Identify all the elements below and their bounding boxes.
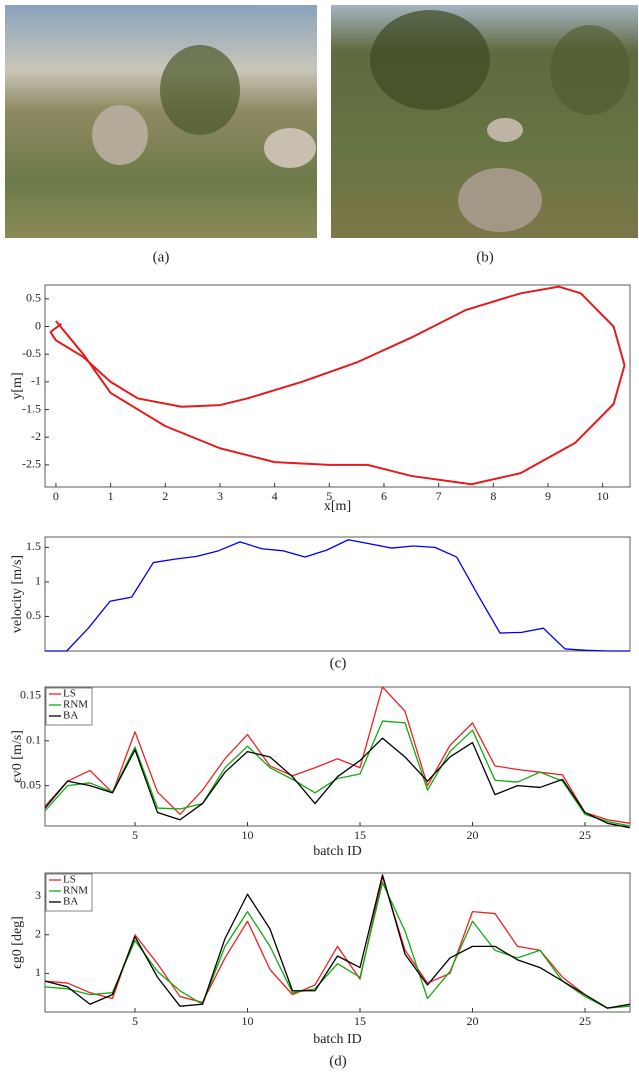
x-tick-label: 10 <box>597 489 609 503</box>
x-tick-label: 8 <box>490 489 496 503</box>
y-tick-label: 0.5 <box>26 291 41 305</box>
x-tick-label: 7 <box>436 489 442 503</box>
legend-label: RNM <box>63 885 88 897</box>
data-line <box>44 876 631 1009</box>
y-tick-label: 2 <box>35 927 41 941</box>
x-tick-label: 1 <box>108 489 114 503</box>
x-tick-label: 4 <box>272 489 278 503</box>
caption: (b) <box>476 249 494 265</box>
trajectory <box>49 285 626 486</box>
x-tick-label: 20 <box>467 828 479 842</box>
plot-frame <box>44 536 631 652</box>
y-axis-label: y[m] <box>10 372 25 399</box>
legend-label: LS <box>63 688 76 700</box>
x-tick-label: 6 <box>381 489 387 503</box>
y-tick-label: -2 <box>31 429 41 443</box>
legend-label: BA <box>63 710 78 722</box>
photo-b <box>331 5 638 238</box>
y-tick-label: -0.5 <box>22 346 41 360</box>
photo-a <box>5 5 317 238</box>
y-tick-label: 1.5 <box>26 539 41 553</box>
y-axis-label: ϵg0 [deg] <box>10 916 25 969</box>
y-tick-label: 1 <box>35 965 41 979</box>
x-tick-label: 10 <box>242 828 254 842</box>
velocity-line <box>45 539 630 652</box>
plot-frame <box>44 686 631 827</box>
x-tick-label: 9 <box>545 489 551 503</box>
y-tick-label: -2.5 <box>22 457 41 471</box>
x-tick-label: 3 <box>217 489 223 503</box>
y-tick-label: -1 <box>31 374 41 388</box>
x-tick-label: 2 <box>162 489 168 503</box>
x-tick-label: 25 <box>579 1014 591 1028</box>
caption: (a) <box>153 249 170 265</box>
y-tick-label: 0 <box>35 318 41 332</box>
data-line <box>44 720 631 827</box>
x-axis-label: batch ID <box>313 844 362 859</box>
y-tick-label: 3 <box>35 888 41 902</box>
y-tick-label: 0.05 <box>20 777 41 791</box>
x-axis-label: x[m] <box>324 499 351 514</box>
legend-label: LS <box>63 874 76 886</box>
x-tick-label: 0 <box>53 489 59 503</box>
y-tick-label: 0.1 <box>26 733 41 747</box>
y-tick-label: 1 <box>35 574 41 588</box>
x-tick-label: 20 <box>467 1014 479 1028</box>
x-tick-label: 5 <box>132 828 138 842</box>
y-tick-label: 0.5 <box>26 608 41 622</box>
caption: (d) <box>329 1053 347 1069</box>
plot-frame <box>44 872 631 1013</box>
x-tick-label: 15 <box>354 828 366 842</box>
data-line <box>44 686 631 824</box>
x-axis-label: batch ID <box>313 1032 362 1047</box>
x-tick-label: 15 <box>354 1014 366 1028</box>
y-axis-label: ϵv0 [m/s] <box>10 730 25 783</box>
data-line <box>44 737 631 829</box>
y-axis-label: velocity [m/s] <box>10 555 25 633</box>
y-tick-label: 0.15 <box>20 688 41 702</box>
y-tick-label: -1.5 <box>22 401 41 415</box>
x-tick-label: 25 <box>579 828 591 842</box>
data-line <box>44 874 631 1009</box>
x-tick-label: 5 <box>132 1014 138 1028</box>
x-tick-label: 5 <box>326 489 332 503</box>
legend-label: BA <box>63 896 78 908</box>
x-tick-label: 10 <box>242 1014 254 1028</box>
data-line <box>44 882 631 1009</box>
plot-frame <box>44 284 631 488</box>
caption: (c) <box>330 655 347 671</box>
legend-label: RNM <box>63 699 88 711</box>
